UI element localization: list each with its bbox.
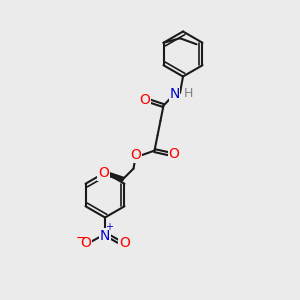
Text: O: O	[98, 166, 109, 180]
Text: H: H	[184, 86, 193, 100]
Text: O: O	[139, 93, 150, 106]
Text: +: +	[105, 222, 112, 233]
Text: O: O	[130, 148, 141, 162]
Text: O: O	[80, 236, 91, 250]
Text: N: N	[169, 87, 180, 101]
Text: N: N	[100, 229, 110, 242]
Text: −: −	[76, 232, 86, 245]
Text: O: O	[119, 236, 130, 250]
Text: O: O	[169, 147, 179, 160]
